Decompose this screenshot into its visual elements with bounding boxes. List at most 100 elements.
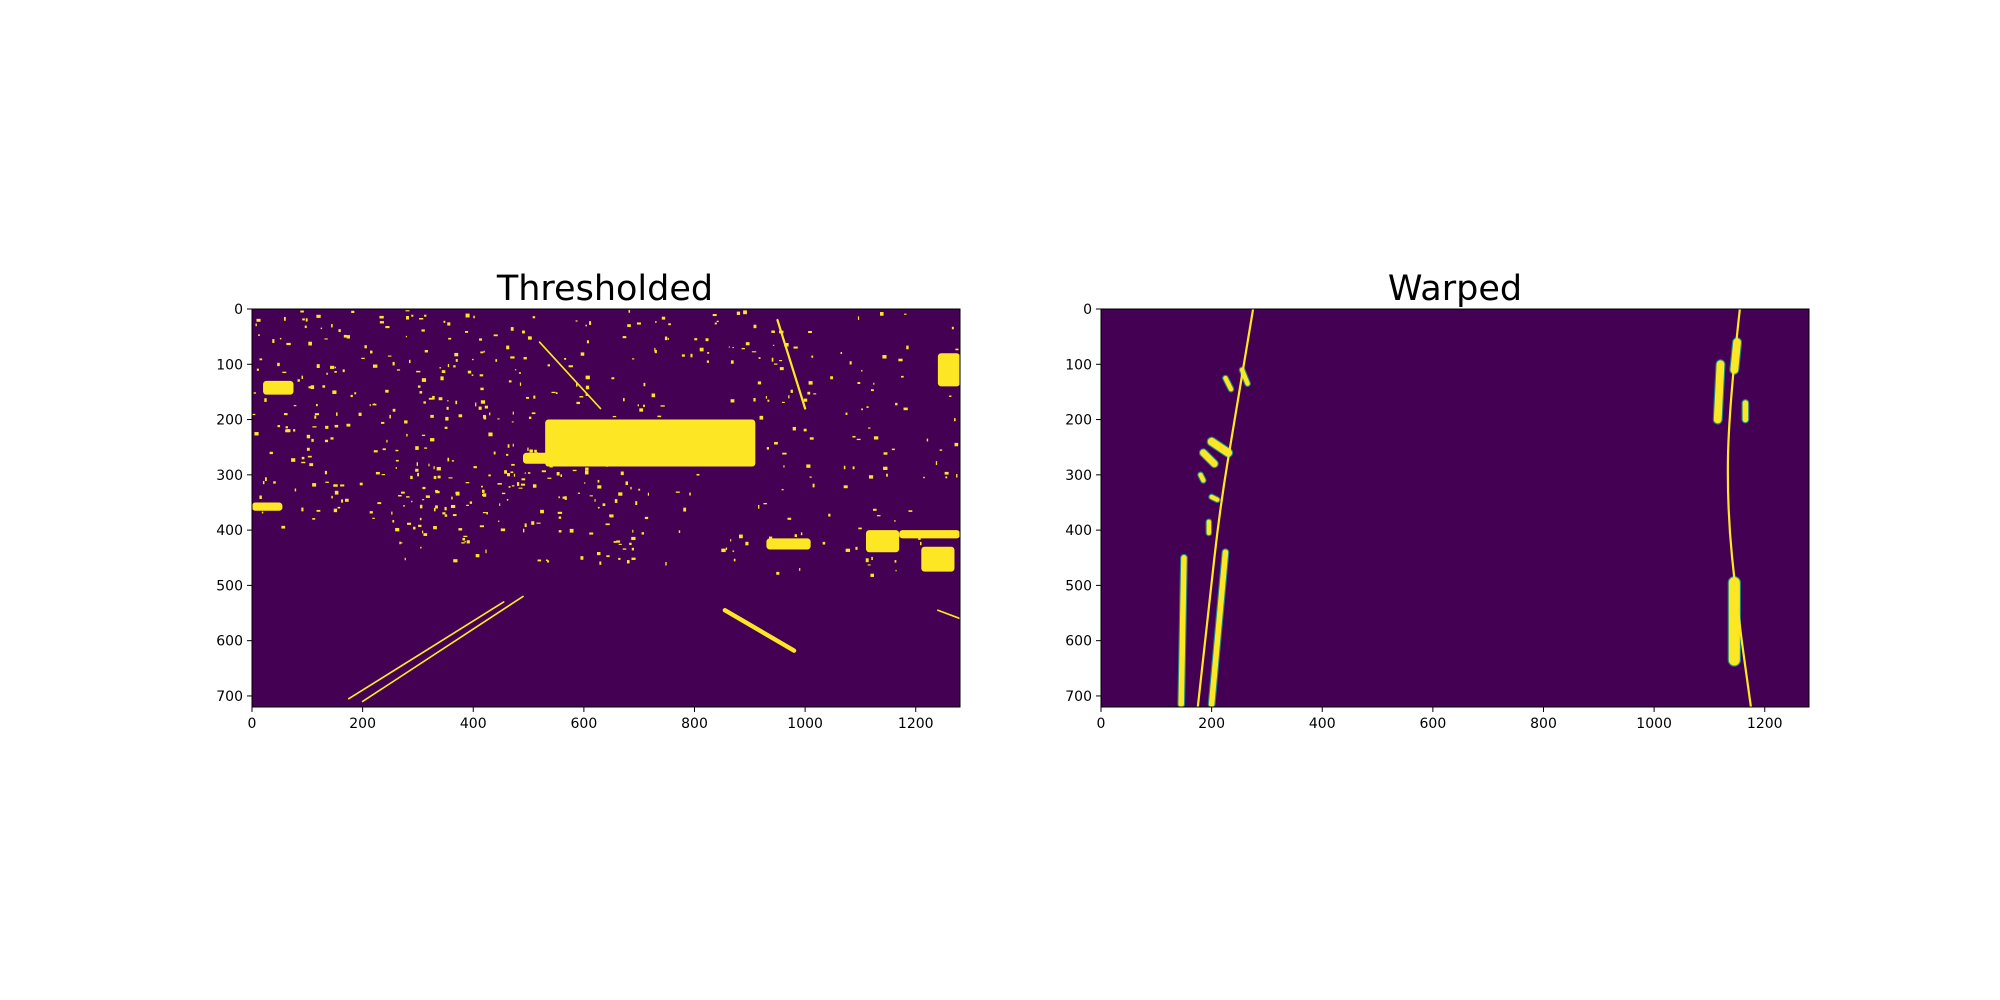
threshold-speck: [803, 398, 808, 402]
threshold-speck: [285, 426, 289, 429]
threshold-speck: [475, 402, 477, 407]
threshold-speck: [602, 503, 606, 507]
threshold-speck: [716, 320, 719, 323]
threshold-speck: [415, 468, 419, 472]
threshold-speck: [920, 541, 922, 546]
threshold-speck: [405, 335, 407, 338]
threshold-speck: [623, 398, 625, 402]
threshold-speck: [872, 508, 877, 511]
threshold-speck: [423, 401, 426, 404]
threshold-speck: [618, 543, 622, 545]
threshold-speck: [507, 444, 510, 448]
threshold-speck: [281, 525, 286, 529]
thresholded-title: Thresholded: [496, 269, 713, 309]
threshold-speck: [325, 481, 329, 483]
threshold-speck: [576, 401, 581, 405]
threshold-speck: [467, 370, 472, 374]
threshold-speck: [639, 408, 644, 412]
threshold-speck: [430, 414, 434, 418]
x-tick-label: 0: [1097, 716, 1106, 732]
warped-background: [1101, 309, 1809, 707]
threshold-speck: [531, 458, 535, 462]
threshold-speck: [657, 415, 662, 418]
threshold-speck: [794, 534, 797, 538]
threshold-speck: [611, 377, 615, 380]
threshold-speck: [660, 405, 665, 407]
threshold-speck: [895, 569, 897, 572]
threshold-speck: [306, 434, 311, 439]
threshold-speck: [436, 466, 441, 471]
threshold-speck: [736, 311, 741, 315]
threshold-speck: [519, 382, 522, 386]
threshold-speck: [806, 464, 811, 468]
threshold-speck: [446, 406, 449, 410]
threshold-speck: [452, 514, 457, 517]
threshold-blob: [523, 452, 557, 464]
threshold-speck: [599, 561, 602, 565]
threshold-speck: [301, 507, 304, 512]
threshold-speck: [424, 447, 428, 449]
threshold-speck: [377, 502, 382, 505]
threshold-line: [937, 609, 960, 620]
threshold-speck: [395, 527, 400, 532]
threshold-speck: [333, 484, 338, 487]
threshold-blob: [921, 546, 955, 572]
threshold-speck: [473, 466, 477, 469]
thresholded-panel: Thresholded 0 200 400 600 800 1000 1200 0 100 200…: [216, 269, 961, 732]
threshold-speck: [354, 392, 357, 395]
threshold-speck: [269, 381, 274, 385]
x-tick-label: 0: [248, 716, 257, 732]
threshold-speck: [765, 396, 767, 399]
threshold-speck: [918, 536, 921, 540]
threshold-speck: [375, 471, 380, 475]
threshold-speck: [293, 429, 296, 432]
threshold-speck: [585, 385, 590, 390]
threshold-speck: [636, 322, 641, 325]
threshold-speck: [480, 387, 484, 391]
threshold-speck: [632, 358, 635, 360]
threshold-speck: [419, 517, 422, 521]
threshold-line: [361, 595, 524, 703]
threshold-speck: [534, 449, 537, 453]
threshold-speck: [404, 420, 408, 424]
threshold-speck: [644, 516, 649, 520]
threshold-speck: [419, 504, 423, 509]
threshold-speck: [873, 436, 879, 440]
threshold-speck: [753, 397, 756, 402]
threshold-speck: [499, 503, 501, 506]
threshold-speck: [523, 356, 527, 360]
threshold-speck: [557, 511, 563, 514]
threshold-speck: [537, 559, 542, 562]
threshold-speck: [564, 496, 567, 500]
threshold-speck: [406, 433, 408, 437]
threshold-speck: [416, 462, 418, 466]
threshold-speck: [741, 347, 745, 350]
threshold-speck: [444, 426, 448, 429]
threshold-speck: [411, 500, 413, 503]
threshold-speck: [272, 339, 275, 343]
threshold-speck: [843, 485, 848, 489]
threshold-speck: [373, 403, 376, 405]
threshold-speck: [481, 489, 485, 493]
threshold-speck: [256, 368, 259, 371]
threshold-speck: [856, 438, 861, 441]
threshold-speck: [420, 546, 422, 549]
threshold-speck: [381, 421, 385, 424]
threshold-speck: [506, 345, 510, 350]
threshold-speck: [528, 416, 532, 419]
threshold-speck: [469, 501, 473, 504]
threshold-speck: [432, 395, 435, 400]
threshold-speck: [417, 472, 420, 477]
threshold-speck: [386, 439, 388, 443]
threshold-speck: [461, 542, 465, 544]
threshold-speck: [809, 476, 812, 478]
threshold-speck: [665, 562, 667, 566]
threshold-speck: [421, 378, 427, 382]
threshold-speck: [441, 370, 446, 373]
threshold-speck: [547, 364, 551, 367]
threshold-speck: [511, 463, 515, 466]
threshold-speck: [790, 389, 793, 393]
threshold-speck: [422, 486, 426, 490]
threshold-speck: [307, 455, 312, 458]
threshold-speck: [712, 313, 717, 317]
